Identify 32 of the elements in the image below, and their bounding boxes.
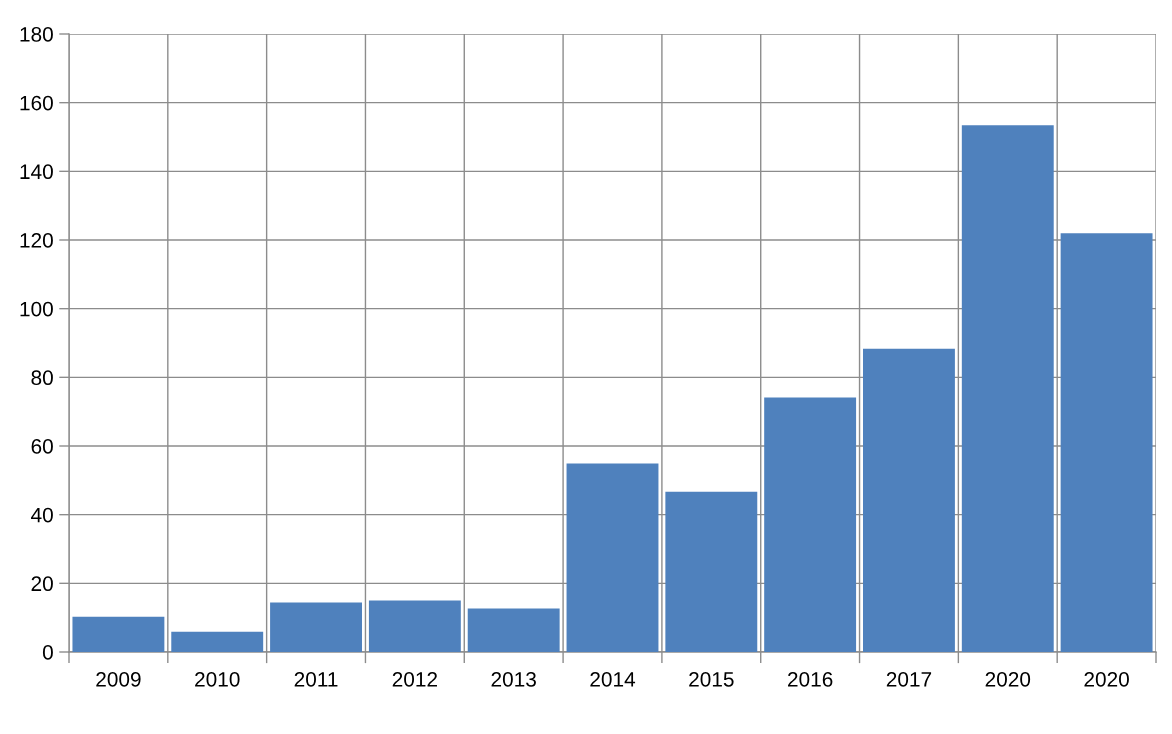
bar (467, 608, 560, 652)
bar (270, 602, 362, 652)
x-tick-label: 2014 (590, 671, 636, 687)
x-tick-label: 2012 (392, 671, 437, 687)
x-tick-label: 2009 (96, 671, 141, 687)
y-tick-label: 100 (20, 301, 53, 317)
bar (566, 463, 659, 652)
x-tick-label: 2010 (195, 671, 240, 687)
y-tick-label: 60 (31, 439, 53, 454)
y-tick-label: 20 (31, 576, 53, 592)
x-tick-label: 2011 (294, 671, 338, 687)
bar (665, 491, 758, 652)
bar (72, 616, 165, 652)
x-tick-label: 2020 (1084, 671, 1129, 687)
x-tick-label: 2016 (788, 671, 833, 687)
y-tick-label: 80 (31, 370, 53, 386)
x-tick-label: 2013 (491, 671, 536, 687)
y-tick-label: 120 (20, 233, 53, 248)
y-tick-label: 140 (20, 164, 53, 180)
y-tick-label: 180 (20, 27, 53, 42)
bar (764, 397, 857, 652)
bar (171, 631, 264, 652)
bar (368, 600, 461, 652)
bar (863, 348, 955, 652)
y-tick-label: 0 (42, 645, 53, 660)
bar (961, 125, 1054, 652)
y-tick-label: 40 (31, 507, 53, 523)
bar (1060, 233, 1153, 652)
y-tick-label: 160 (20, 95, 53, 111)
x-tick-label: 2015 (689, 671, 734, 687)
x-tick-label: 2017 (886, 671, 932, 687)
x-tick-label: 2020 (985, 671, 1031, 687)
